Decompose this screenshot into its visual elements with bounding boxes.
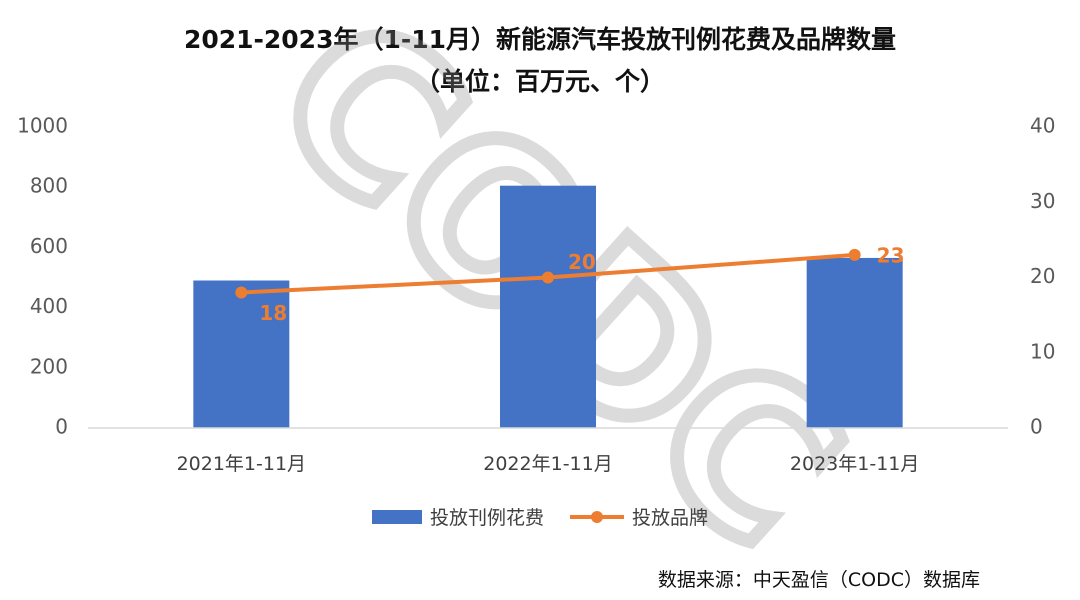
line-point-2 (542, 271, 554, 284)
left-tick-label: 0 (55, 415, 68, 439)
chart-subtitle: （单位：百万元、个） (414, 67, 665, 96)
data-source: 数据来源：中天盈信（CODC）数据库 (657, 569, 980, 591)
legend-line-label: 投放品牌 (632, 507, 709, 529)
right-axis-ticks: 0 10 20 30 40 (1030, 114, 1055, 439)
left-axis-ticks: 0 200 400 600 800 1000 (17, 114, 68, 439)
legend-bar-label: 投放刊例花费 (429, 507, 544, 529)
line-data-label: 20 (568, 250, 596, 274)
line-point-1 (235, 286, 248, 299)
legend: 投放刊例花费 投放品牌 (0, 503, 1080, 530)
chart-title: 2021-2023年（1-11月）新能源汽车投放刊例花费及品牌数量 (183, 25, 897, 54)
line-point-3 (848, 248, 861, 261)
left-tick-label: 800 (30, 174, 68, 198)
line-series: 18 20 23 (235, 243, 905, 325)
right-tick-label: 30 (1030, 189, 1055, 213)
line-data-label: 23 (877, 243, 905, 267)
left-tick-label: 600 (30, 234, 68, 258)
bar-series (193, 185, 903, 428)
bar-3 (806, 257, 903, 428)
line-data-label: 18 (259, 301, 287, 325)
left-tick-label: 200 (30, 354, 68, 378)
right-tick-label: 0 (1030, 415, 1043, 439)
category-label: 2021年1-11月 (177, 453, 306, 475)
bar-1 (193, 280, 290, 428)
left-tick-label: 400 (30, 294, 68, 318)
right-tick-label: 20 (1030, 264, 1055, 288)
right-tick-label: 40 (1030, 114, 1055, 138)
category-label: 2023年1-11月 (790, 453, 919, 475)
category-labels: 2021年1-11月 2022年1-11月 2023年1-11月 (177, 453, 920, 475)
legend-bar-swatch (371, 509, 422, 524)
bar-2 (500, 185, 596, 428)
legend-item-line: 投放品牌 (570, 503, 708, 530)
legend-item-bar: 投放刊例花费 (371, 503, 544, 530)
right-tick-label: 10 (1030, 339, 1055, 363)
category-label: 2022年1-11月 (483, 453, 612, 475)
legend-line-swatch (570, 510, 624, 524)
left-tick-label: 1000 (17, 114, 68, 138)
